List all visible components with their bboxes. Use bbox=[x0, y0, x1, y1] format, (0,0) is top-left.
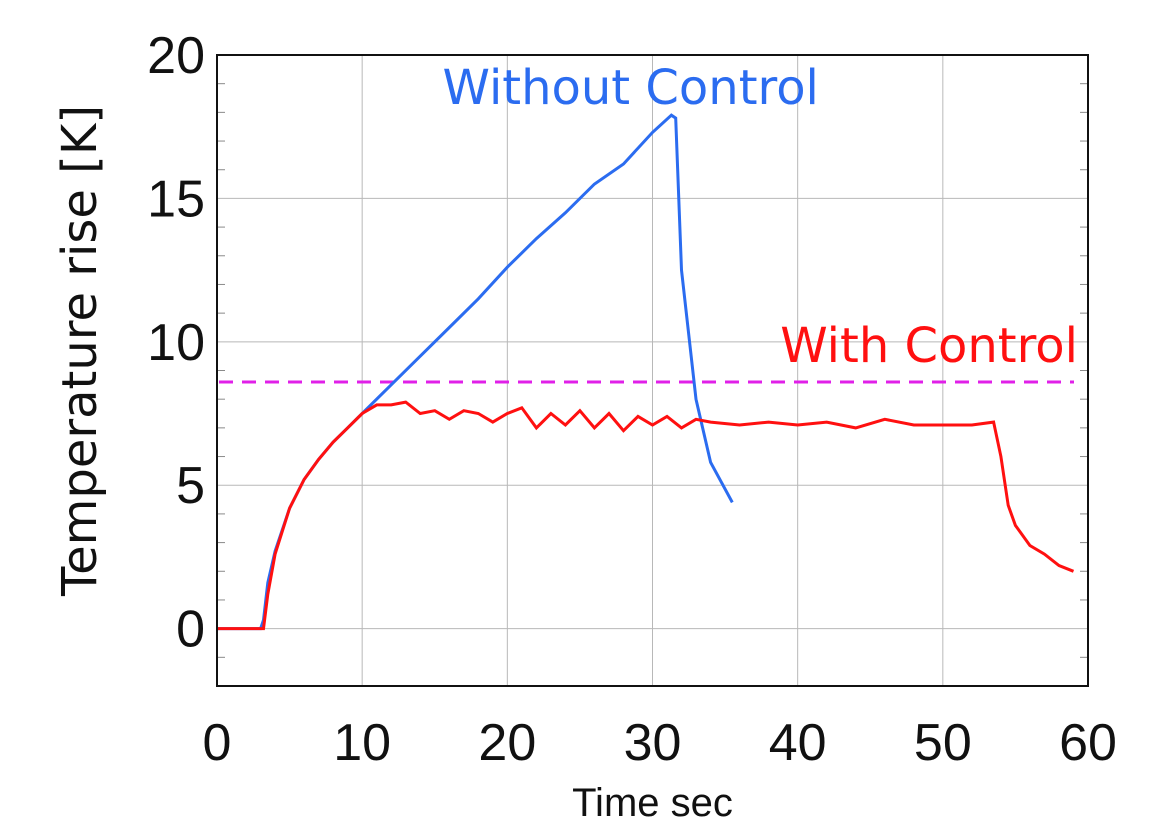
y-tick-label: 10 bbox=[147, 314, 205, 372]
annotation-with-control: With Control bbox=[780, 318, 1078, 374]
plot-frame bbox=[216, 54, 1089, 687]
x-axis-ticks: 0 10 20 30 40 50 60 bbox=[203, 714, 1117, 772]
x-tick-label: 20 bbox=[478, 714, 536, 772]
annotation-without-control: Without Control bbox=[443, 60, 819, 116]
y-tick-label: 5 bbox=[176, 457, 205, 515]
y-axis-label: Temperature rise [K] bbox=[52, 105, 108, 597]
x-tick-label: 30 bbox=[624, 714, 682, 772]
y-axis-ticks: 0 5 10 15 20 bbox=[147, 27, 205, 659]
y-tick-label: 15 bbox=[147, 170, 205, 228]
series-with-control-line bbox=[217, 400, 1075, 631]
y-tick-label: 0 bbox=[176, 601, 205, 659]
x-tick-label: 0 bbox=[203, 714, 232, 772]
series-without-control-line bbox=[217, 113, 734, 631]
x-tick-label: 50 bbox=[914, 714, 972, 772]
x-tick-label: 60 bbox=[1059, 714, 1117, 772]
y-tick-label: 20 bbox=[147, 27, 205, 85]
minor-ticks bbox=[217, 83, 1088, 658]
x-tick-label: 40 bbox=[769, 714, 827, 772]
x-tick-label: 10 bbox=[333, 714, 391, 772]
x-axis-label: Time sec bbox=[572, 781, 733, 825]
